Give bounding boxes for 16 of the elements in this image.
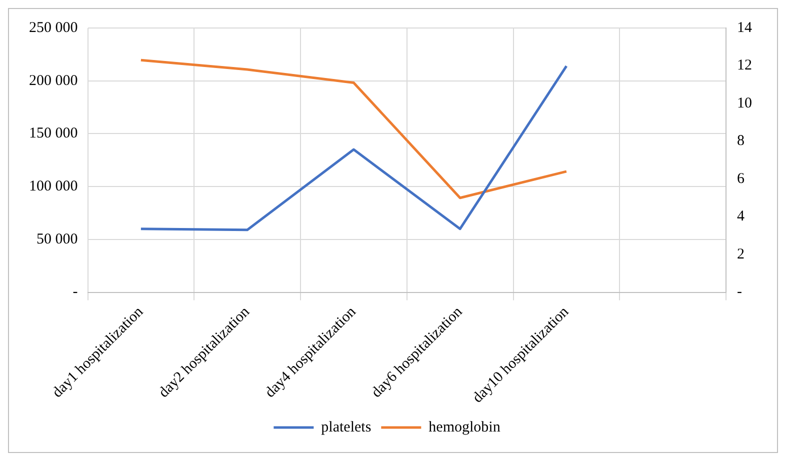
legend-label: platelets bbox=[321, 419, 372, 436]
y2-tick-label: 4 bbox=[737, 208, 745, 225]
y-tick-label: 150 000 bbox=[29, 126, 78, 142]
y-tick-label: 50 000 bbox=[36, 231, 78, 248]
y2-tick-label: 8 bbox=[737, 133, 744, 150]
y-tick-label: 100 000 bbox=[29, 178, 78, 194]
y-tick-label: 250 000 bbox=[29, 20, 78, 36]
y2-tick-label: 6 bbox=[737, 170, 745, 187]
y2-tick-label: 10 bbox=[737, 95, 752, 112]
y2-tick-label: - bbox=[737, 284, 742, 300]
legend-label: hemoglobin bbox=[428, 419, 501, 436]
y2-tick-label: 2 bbox=[737, 246, 744, 262]
y-tick-label: - bbox=[72, 284, 78, 300]
y2-tick-label: 12 bbox=[737, 58, 752, 74]
y2-tick-label: 14 bbox=[737, 20, 752, 36]
y-tick-label: 200 000 bbox=[29, 72, 78, 89]
